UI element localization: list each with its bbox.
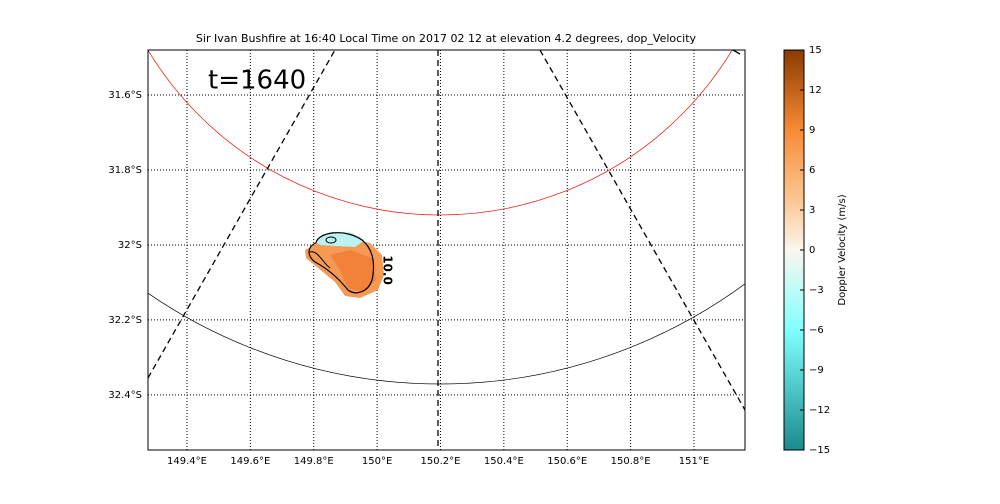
- colorbar-tick-label: −9: [809, 365, 824, 376]
- y-tick-label: 32.4°S: [108, 390, 142, 401]
- chart-title: Sir Ivan Bushfire at 16:40 Local Time on…: [196, 32, 697, 45]
- x-tick-label: 150.4°E: [484, 456, 524, 467]
- map-overlay: [148, 50, 745, 450]
- grid: [148, 50, 745, 450]
- echo-area: [315, 232, 365, 247]
- x-tick-label: 150.8°E: [611, 456, 651, 467]
- colorbar-tick-label: 3: [809, 205, 815, 216]
- x-tick-label: 149.4°E: [167, 456, 207, 467]
- contour: [325, 236, 337, 244]
- plot-frame: [147, 49, 746, 451]
- colorbar-tick-label: 6: [809, 165, 815, 176]
- colorbar-tick-label: −15: [809, 445, 830, 456]
- colorbar-tick-label: −3: [809, 285, 824, 296]
- range-ring: [148, 283, 745, 385]
- radial-line: [732, 50, 741, 55]
- colorbar-tick-label: −6: [809, 325, 824, 336]
- radial-line: [148, 50, 336, 379]
- x-tick-label: 150.2°E: [421, 456, 461, 467]
- x-tick-label: 150.6°E: [547, 456, 587, 467]
- colorbar-tick-label: −12: [809, 405, 830, 416]
- x-tick-label: 150°E: [362, 456, 392, 467]
- y-tick-label: 32°S: [118, 240, 142, 251]
- contour-label: 10.0: [381, 255, 395, 285]
- colorbar-label: Doppler Velocity (m/s): [837, 194, 848, 305]
- x-tick-label: 149.6°E: [230, 456, 270, 467]
- x-tick-label: 151°E: [679, 456, 709, 467]
- annotation: t=1640: [208, 66, 306, 96]
- contour: [309, 251, 331, 269]
- y-tick-label: 31.8°S: [108, 165, 142, 176]
- colorbar-tick-label: 0: [809, 245, 815, 256]
- colorbar-tick-label: 12: [809, 85, 822, 96]
- range-ring: [148, 50, 733, 216]
- x-tick-label: 149.8°E: [294, 456, 334, 467]
- radial-line: [539, 50, 745, 411]
- colorbar-tick-label: 9: [809, 125, 815, 136]
- colorbar-tick-label: 15: [809, 45, 822, 56]
- y-tick-label: 31.6°S: [108, 90, 142, 101]
- echo-area: [330, 250, 376, 292]
- contour: [308, 232, 375, 294]
- y-tick-label: 32.2°S: [108, 315, 142, 326]
